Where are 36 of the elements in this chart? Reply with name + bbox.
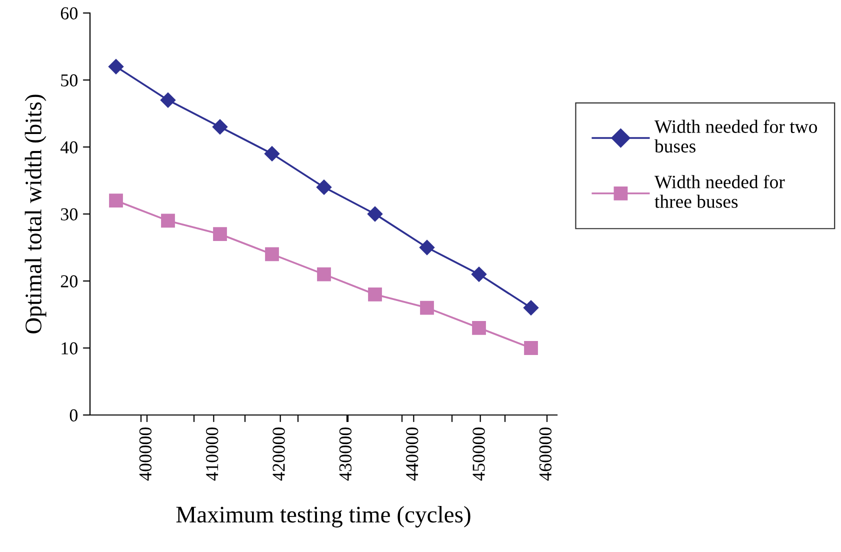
legend-label: Width needed for two buses — [654, 120, 818, 153]
y-tick-label: 50 — [61, 74, 78, 86]
point — [213, 227, 227, 242]
point — [523, 300, 539, 316]
point — [471, 266, 487, 282]
y-axis-title: Optimal total width (bits) — [24, 94, 46, 334]
point — [419, 240, 435, 256]
x-axis-title: Maximum testing time (cycles) — [176, 506, 470, 528]
y-tick-label: 60 — [60, 7, 78, 20]
point — [160, 92, 176, 108]
y-tick-label: 20 — [60, 275, 78, 288]
point — [367, 206, 383, 222]
y-tick-label: 0 — [70, 409, 78, 422]
y-tick-label: 10 — [62, 342, 78, 354]
x-tick-label: 440000 — [406, 427, 418, 481]
y-tick-label: 30 — [61, 208, 78, 220]
x-tick-label: 430000 — [339, 427, 352, 481]
x-tick-label: 450000 — [472, 427, 485, 481]
x-tick-label: 400000 — [139, 427, 152, 481]
point — [420, 300, 434, 315]
point — [264, 146, 280, 162]
point — [524, 341, 538, 355]
x-tick-label: 410000 — [206, 427, 218, 481]
y-tick-label: 40 — [60, 141, 78, 154]
x-tick-label: 460000 — [539, 427, 552, 481]
point — [265, 247, 279, 262]
point — [161, 214, 175, 228]
x-tick-label: 420000 — [272, 427, 285, 481]
point — [316, 180, 332, 195]
point — [368, 287, 382, 302]
point — [472, 320, 486, 335]
point — [317, 267, 331, 282]
legend-label: Width needed for three buses — [654, 174, 785, 208]
point — [109, 194, 123, 208]
point — [212, 119, 228, 134]
point — [108, 59, 124, 74]
